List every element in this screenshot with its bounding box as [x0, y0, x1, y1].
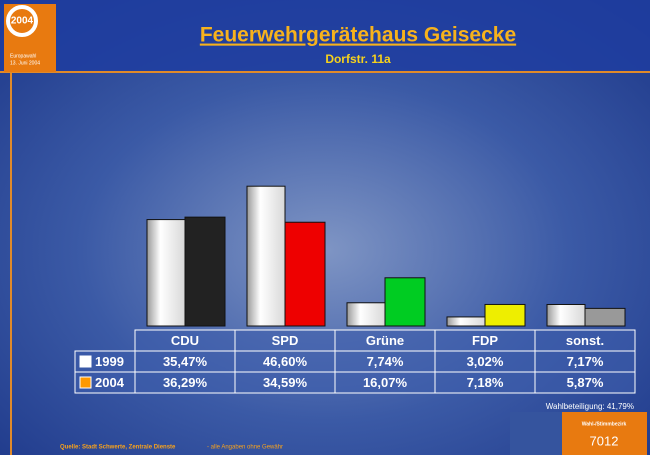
slide: 2004 Europawahl 13. Juni 2004 Feuerwehrg…	[0, 0, 650, 455]
bar	[247, 186, 285, 326]
district-label: Wahl-/Stimmbezirk	[582, 421, 627, 427]
bar	[347, 303, 385, 326]
disclaimer: - alle Angaben ohne Gewähr	[207, 445, 283, 451]
table-value: 36,29%	[163, 375, 208, 390]
table-header: Grüne	[366, 333, 404, 348]
legend-marker	[80, 377, 91, 388]
table-header: sonst.	[566, 333, 604, 348]
bar	[485, 304, 525, 326]
table-value: 5,87%	[567, 375, 604, 390]
chart-subtitle: Dorfstr. 11a	[325, 52, 391, 66]
table-value: 7,17%	[567, 354, 604, 369]
district-image	[510, 412, 562, 455]
turnout: Wahlbeteiligung: 41,79%	[546, 402, 634, 411]
table-value: 3,02%	[467, 354, 504, 369]
table-header: CDU	[171, 333, 199, 348]
table-value: 46,60%	[263, 354, 308, 369]
table-header: SPD	[272, 333, 299, 348]
logo-caption: Europawahl	[10, 53, 36, 59]
logo-text: 2004	[11, 16, 34, 27]
bar	[285, 222, 325, 326]
bar	[585, 308, 625, 326]
table-value: 16,07%	[363, 375, 408, 390]
table-value: 7,74%	[367, 354, 404, 369]
legend-marker	[80, 356, 91, 367]
bar	[385, 278, 425, 326]
table-value: 7,18%	[467, 375, 504, 390]
bar	[147, 220, 185, 326]
table-value: 35,47%	[163, 354, 208, 369]
district-number: 7012	[590, 433, 619, 448]
bar	[547, 304, 585, 326]
table-value: 34,59%	[263, 375, 308, 390]
bar	[185, 217, 225, 326]
table-header: FDP	[472, 333, 498, 348]
bar	[447, 317, 485, 326]
legend-label: 1999	[95, 354, 124, 369]
legend-label: 2004	[95, 375, 125, 390]
logo-caption: 13. Juni 2004	[10, 60, 40, 66]
chart-title: Feuerwehrgerätehaus Geisecke	[200, 24, 516, 47]
source: Quelle: Stadt Schwerte, Zentrale Dienste	[60, 445, 176, 451]
